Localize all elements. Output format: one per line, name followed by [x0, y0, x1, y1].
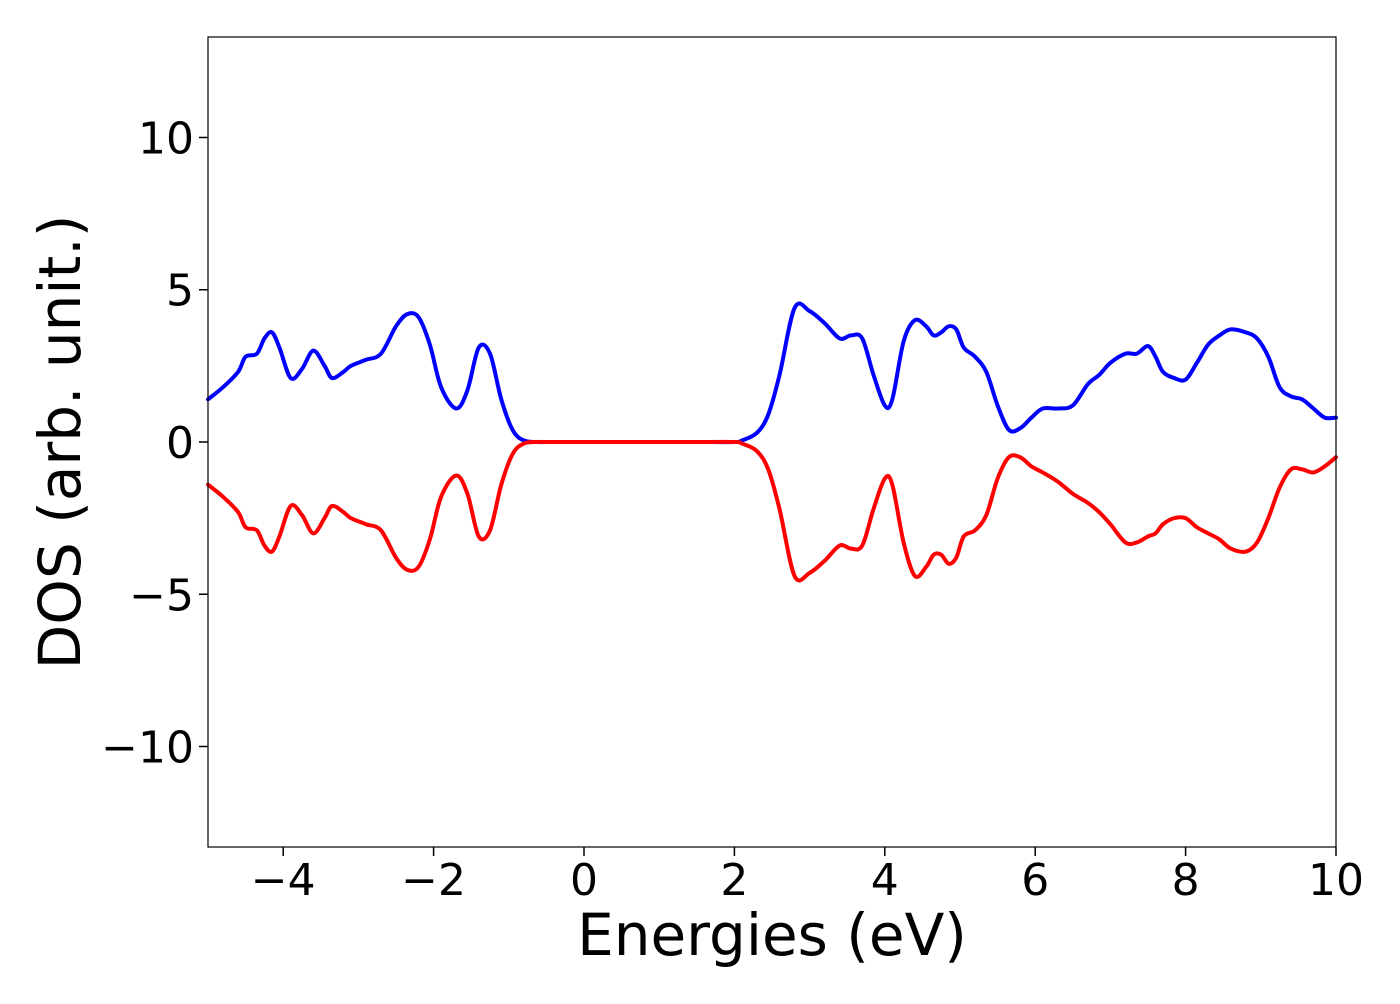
x-axis-label: Energies (eV)	[577, 901, 967, 969]
y-tick-label: 0	[166, 418, 194, 469]
x-tick-label: 10	[1308, 855, 1364, 906]
series-layer	[206, 301, 1338, 583]
y-axis-ticks: 10 5 0 −5 −10	[101, 113, 208, 774]
series-line-red	[206, 439, 1338, 583]
x-tick-label: 6	[1021, 855, 1049, 906]
y-tick-label: 5	[166, 266, 194, 317]
y-axis-label: DOS (arb. unit.)	[26, 215, 94, 670]
x-tick-label: 4	[871, 855, 899, 906]
x-axis-ticks: −4 −2 0 2 4 6 8 10	[251, 847, 1364, 906]
x-tick-label: 8	[1172, 855, 1200, 906]
y-tick-label: 10	[138, 113, 194, 164]
x-tick-label: 2	[720, 855, 748, 906]
plot-frame	[207, 36, 1337, 848]
x-tick-label: −4	[251, 855, 316, 906]
x-tick-label: 0	[570, 855, 598, 906]
series-line-blue	[206, 301, 1338, 445]
y-tick-label: −5	[129, 570, 194, 621]
y-tick-label: −10	[101, 723, 194, 774]
x-tick-label: −2	[401, 855, 466, 906]
